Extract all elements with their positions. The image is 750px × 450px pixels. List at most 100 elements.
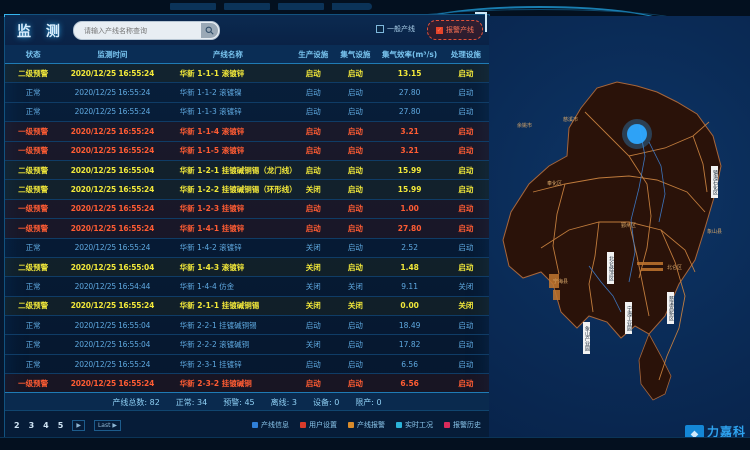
table-row[interactable]: 正常 2020/12/25 16:55:24 华新 1-1-2 滚镀镍 启动 启动 27.… — [5, 82, 489, 103]
cell-prod: 启动 — [292, 121, 335, 142]
cell-line: 华新 1-2-3 挂镀锌 — [163, 199, 293, 220]
cell-treat: 启动 — [442, 82, 489, 103]
stat-item-4: 设备: 0 — [312, 397, 340, 407]
table-row[interactable]: 二级预警 2020/12/25 16:55:04 华新 1-4-3 滚镀锌 关闭 启动 1… — [5, 257, 489, 278]
cell-time: 2020/12/25 16:55:24 — [61, 199, 164, 220]
map-site-label-2[interactable]: 北仑经济区 — [607, 252, 614, 284]
cell-line: 华新 1-1-2 滚镀镍 — [163, 82, 293, 103]
cell-line: 华新 1-1-5 滚镀锌 — [163, 141, 293, 161]
cell-eff: 0.00 — [376, 296, 443, 317]
cell-prod: 启动 — [292, 315, 335, 336]
menu-label: 产线信息 — [261, 421, 289, 429]
search-input[interactable] — [82, 25, 201, 36]
table-row[interactable]: 二级预警 2020/12/25 16:55:24 华新 1-1-1 滚镀锌 启动 启动 1… — [5, 63, 489, 84]
cell-time: 2020/12/25 16:55:24 — [61, 141, 164, 161]
table-row[interactable]: 二级预警 2020/12/25 16:55:04 华新 1-2-1 挂镀碱铜锡（龙门… — [5, 160, 489, 181]
cell-gas: 启动 — [334, 160, 377, 181]
map-label-beilun: 北仑区 — [667, 265, 683, 271]
checkbox-box[interactable] — [376, 25, 384, 33]
cell-prod: 启动 — [292, 373, 335, 394]
cell-prod: 关闭 — [292, 276, 335, 297]
map-site-label-1[interactable]: 镇海石化区 — [711, 166, 718, 198]
cell-line: 华新 1-1-3 滚镀锌 — [163, 102, 293, 123]
cell-status: 一级预警 — [5, 218, 62, 239]
map-label-ninghai: 宁海县 — [553, 279, 569, 285]
cell-line: 华新 1-4-3 滚镀锌 — [163, 257, 293, 278]
next-page-button[interactable]: ▶ — [72, 419, 85, 431]
menu-label: 产线报警 — [357, 421, 385, 429]
map-panel[interactable]: 余姚市 慈溪市 奉化区 鄞州区 宁海县 北仑区 象山县 镇海石化区 北仑经济区 … — [489, 16, 750, 450]
page-5[interactable]: 5 — [57, 420, 64, 430]
table-row[interactable]: 正常 2020/12/25 16:55:04 华新 2-2-2 滚镀碱铜 关闭 启动 17… — [5, 334, 489, 355]
cell-treat: 启动 — [442, 160, 489, 181]
page-3[interactable]: 3 — [28, 420, 35, 430]
bottom-menu: 产线信息 用户设置 产线报警 实时工况 报警历史 — [252, 420, 489, 430]
cell-gas: 启动 — [334, 199, 377, 220]
warning-triangle-icon — [348, 422, 354, 428]
menu-user-settings-icon[interactable]: 用户设置 — [300, 420, 337, 430]
table-row[interactable]: 正常 2020/12/25 16:55:24 华新 1-1-3 滚镀锌 启动 启动 27.… — [5, 102, 489, 123]
table-body: 二级预警 2020/12/25 16:55:24 华新 1-1-1 滚镀锌 启动 启动 1… — [5, 63, 489, 414]
cell-line: 华新 2-3-1 挂镀锌 — [163, 354, 293, 375]
table-row[interactable]: 正常 2020/12/25 16:55:24 华新 2-3-1 挂镀锌 启动 启动 6.5… — [5, 354, 489, 375]
cell-status: 一级预警 — [5, 373, 62, 394]
cell-gas: 关闭 — [334, 276, 377, 297]
table-header-row: 状态 监测时间 产线名称 生产设施 集气设施 集气效率(m³/s) 处理设施 — [5, 45, 489, 64]
cell-gas: 启动 — [334, 334, 377, 355]
table-row[interactable]: 一级预警 2020/12/25 16:55:24 华新 2-3-2 挂镀碱铜 启动 启动… — [5, 373, 489, 394]
page-2[interactable]: 2 — [14, 420, 20, 430]
cell-eff: 27.80 — [376, 82, 443, 103]
cell-eff: 18.49 — [376, 315, 443, 336]
cell-eff: 13.15 — [376, 63, 443, 84]
cell-time: 2020/12/25 16:55:24 — [61, 63, 164, 84]
table-row[interactable]: 一级预警 2020/12/25 16:55:24 华新 1-1-4 滚镀锌 启动 启动 3… — [5, 121, 489, 142]
cell-gas: 启动 — [334, 82, 377, 103]
table-row[interactable]: 一级预警 2020/12/25 16:55:24 华新 1-1-5 滚镀锌 启动 启动 3… — [5, 141, 489, 161]
table-row[interactable]: 正常 2020/12/25 16:54:44 华新 1-4-4 仿金 关闭 关闭 9.11… — [5, 276, 489, 297]
map-label-xiangshan: 象山县 — [707, 229, 723, 235]
table-row[interactable]: 二级预警 2020/12/25 16:55:24 华新 2-1-1 挂镀碱铜锡 关闭关… — [5, 296, 489, 317]
table-row[interactable]: 正常 2020/12/25 16:55:24 华新 1-4-2 滚镀锌 关闭 启动 2.5… — [5, 238, 489, 258]
cell-eff: 17.82 — [376, 334, 443, 355]
menu-info-icon[interactable]: 产线信息 — [252, 420, 289, 430]
cell-treat: 关闭 — [442, 276, 489, 297]
table-row[interactable]: 一级预警 2020/12/25 16:55:24 华新 1-4-1 挂镀锌 启动 启动 2… — [5, 218, 489, 239]
search-icon[interactable] — [200, 23, 218, 38]
cell-treat: 启动 — [442, 121, 489, 142]
last-page-button[interactable]: Last ▶ — [93, 419, 121, 431]
cell-eff: 3.21 — [376, 141, 443, 161]
cell-treat: 启动 — [442, 179, 489, 200]
table-row[interactable]: 正常 2020/12/25 16:55:04 华新 2-2-1 挂镀碱铜锡 启动 启动 1… — [5, 315, 489, 336]
map-site-label-3[interactable]: 宁海工业园 — [625, 302, 632, 334]
history-icon — [444, 422, 450, 428]
table-col-5: 集气效率(m³/s) — [376, 45, 443, 64]
cell-prod: 启动 — [292, 82, 335, 103]
table-col-3: 生产设施 — [292, 45, 335, 64]
menu-warning-triangle-icon[interactable]: 产线报警 — [348, 420, 385, 430]
top-decoration-strip — [0, 0, 750, 16]
normal-line-checkbox[interactable]: 一般产线 — [376, 24, 415, 34]
cell-eff: 2.52 — [376, 238, 443, 258]
menu-history-icon[interactable]: 报警历史 — [444, 420, 481, 430]
cell-treat: 启动 — [442, 257, 489, 278]
cell-treat: 启动 — [442, 141, 489, 161]
alarm-line-button[interactable]: ✓ 报警产线 — [427, 20, 483, 40]
menu-realtime-icon[interactable]: 实时工况 — [396, 420, 433, 430]
cell-line: 华新 1-1-4 滚镀锌 — [163, 121, 293, 142]
cell-treat: 启动 — [442, 199, 489, 220]
cell-gas: 启动 — [334, 257, 377, 278]
table-row[interactable]: 一级预警 2020/12/25 16:55:24 华新 1-2-3 挂镀锌 启动 启动 1… — [5, 199, 489, 220]
map-site-label-5[interactable]: 慈溪高新区 — [667, 292, 674, 324]
cell-time: 2020/12/25 16:54:44 — [61, 276, 164, 297]
page-4[interactable]: 4 — [43, 420, 49, 430]
cell-status: 正常 — [5, 102, 62, 123]
cell-prod: 关闭 — [292, 238, 335, 258]
table-row[interactable]: 二级预警 2020/12/25 16:55:24 华新 1-2-2 挂镀碱铜锡（环形… — [5, 179, 489, 200]
map-site-label-4[interactable]: 象山产业园 — [583, 322, 590, 354]
info-icon — [252, 422, 258, 428]
search-box[interactable] — [73, 21, 220, 40]
cell-prod: 关闭 — [292, 296, 335, 317]
cell-eff: 15.99 — [376, 160, 443, 181]
cell-line: 华新 2-3-2 挂镀碱铜 — [163, 373, 293, 394]
map-label-yinzhou: 鄞州区 — [621, 223, 637, 229]
